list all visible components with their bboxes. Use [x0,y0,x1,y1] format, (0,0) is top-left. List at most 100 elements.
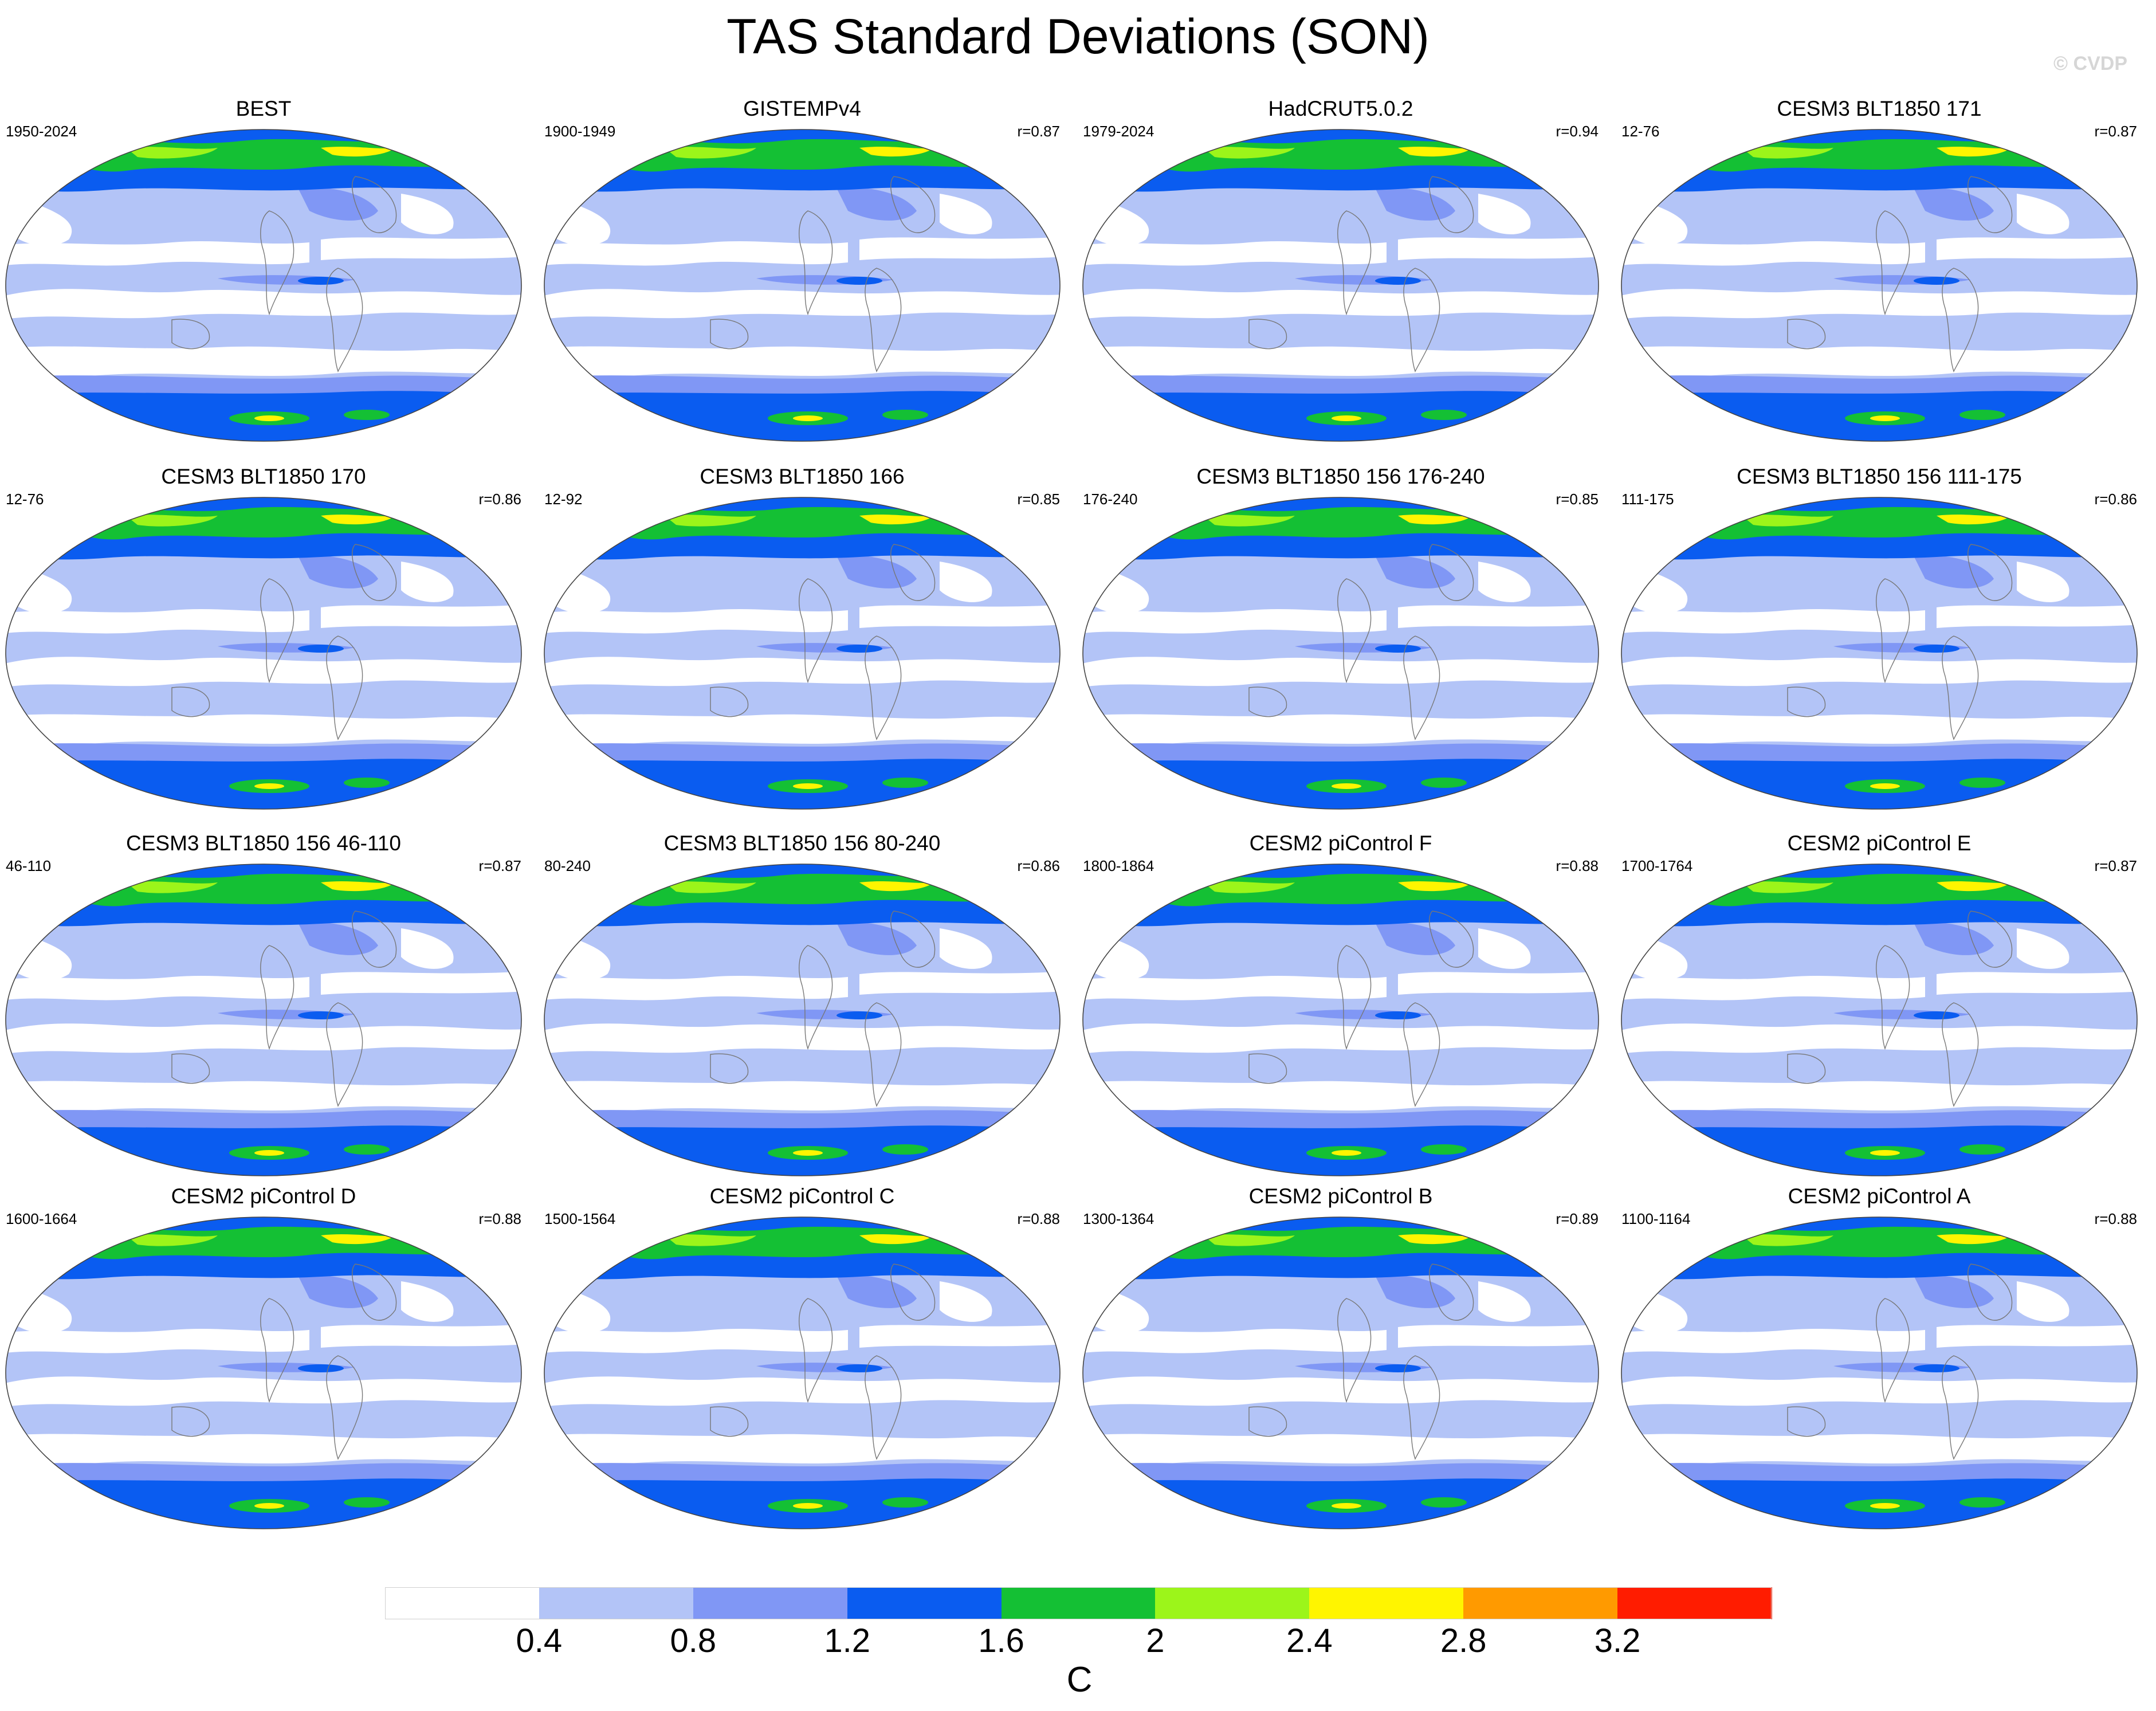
colorbar-tick-label: 0.4 [516,1622,563,1659]
map-panel: CESM3 BLT1850 171 12-76 r=0.87 [1616,96,2143,442]
colorbar-tick-label: 2.4 [1286,1622,1333,1659]
map-panel: CESM3 BLT1850 166 12-92 r=0.85 [539,464,1066,810]
robinson-map [544,497,1061,810]
panel-period: 12-76 [6,490,44,508]
colorbar-segment [1309,1587,1464,1619]
robinson-map [544,864,1061,1176]
panel-period: 1950-2024 [6,123,77,140]
panel-period: 1600-1664 [6,1210,77,1227]
panel-period: 1500-1564 [544,1210,616,1227]
colorbar-unit: C [1066,1660,1093,1700]
panel-correlation: r=0.85 [1556,490,1599,508]
panel-period: 46-110 [6,857,52,874]
panel-correlation: r=0.88 [2094,1210,2137,1227]
panel-title: CESM3 BLT1850 156 176-240 [1196,465,1485,488]
panel-period: 80-240 [544,857,591,874]
colorbar-segment [847,1587,1002,1619]
robinson-map [1621,1216,2138,1529]
map-panel: CESM3 BLT1850 156 176-240 176-240 r=0.85 [1077,464,1604,810]
panel-title: CESM2 piControl A [1788,1184,1971,1208]
panel-correlation: r=0.87 [2094,857,2137,874]
robinson-map [1621,864,2138,1176]
panel-period: 1900-1949 [544,123,616,140]
map-panel: CESM2 piControl C 1500-1564 r=0.88 [539,1184,1066,1529]
map-panel: CESM3 BLT1850 156 111-175 111-175 r=0.86 [1616,464,2143,810]
colorbar-segment [1155,1587,1310,1619]
copyright-watermark: © CVDP [2053,53,2127,74]
panel-title: HadCRUT5.0.2 [1268,97,1413,120]
panel-title: CESM2 piControl F [1249,831,1432,855]
panel-period: 1100-1164 [1621,1210,1691,1227]
panel-correlation: r=0.86 [2094,490,2137,508]
robinson-map [5,497,522,810]
robinson-map [5,864,522,1176]
panel-correlation: r=0.86 [478,490,521,508]
panel-title: CESM3 BLT1850 166 [700,465,905,488]
panel-title: CESM2 piControl C [709,1184,895,1208]
panel-period: 1800-1864 [1083,857,1154,874]
panel-period: 1979-2024 [1083,123,1154,140]
panel-period: 1300-1364 [1083,1210,1154,1227]
robinson-map [1082,129,1599,442]
panel-title: BEST [235,97,292,120]
panel-correlation: r=0.88 [478,1210,521,1227]
robinson-map [1082,1216,1599,1529]
map-panel: CESM3 BLT1850 156 46-110 46-110 r=0.87 [0,831,527,1176]
panel-title: CESM2 piControl E [1787,831,1972,855]
map-panel: BEST 1950-2024 [0,96,527,442]
panel-correlation: r=0.85 [1017,490,1060,508]
map-panel: HadCRUT5.0.2 1979-2024 r=0.94 [1077,96,1604,442]
map-panel: CESM2 piControl E 1700-1764 r=0.87 [1616,831,2143,1176]
colorbar-tick-label: 2 [1146,1622,1165,1659]
panel-period: 12-92 [544,490,583,508]
panel-correlation: r=0.86 [1017,857,1060,874]
panel-period: 176-240 [1083,490,1138,508]
map-panel: CESM2 piControl F 1800-1864 r=0.88 [1077,831,1604,1176]
panel-period: 111-175 [1621,490,1674,508]
map-panel: CESM2 piControl B 1300-1364 r=0.89 [1077,1184,1604,1529]
colorbar-segment [693,1587,848,1619]
panel-correlation: r=0.88 [1556,857,1599,874]
map-panel: CESM3 BLT1850 156 80-240 80-240 r=0.86 [539,831,1066,1176]
colorbar-segment [539,1587,694,1619]
panel-title: GISTEMPv4 [743,97,861,120]
robinson-map [544,1216,1061,1529]
colorbar-tick-label: 0.8 [670,1622,717,1659]
panel-title: CESM3 BLT1850 156 111-175 [1737,465,2022,488]
map-panel: CESM2 piControl A 1100-1164 r=0.88 [1616,1184,2143,1529]
robinson-map [1621,129,2138,442]
panel-period: 1700-1764 [1621,857,1693,874]
colorbar-tick-label: 1.2 [824,1622,870,1659]
robinson-map [544,129,1061,442]
map-panel: CESM3 BLT1850 170 12-76 r=0.86 [0,464,527,810]
robinson-map [1621,497,2138,810]
panel-title: CESM2 piControl D [171,1184,356,1208]
colorbar-segment [1617,1587,1772,1619]
robinson-map [5,1216,522,1529]
panel-title: CESM3 BLT1850 171 [1777,97,1982,120]
robinson-map [1082,864,1599,1176]
figure-title: TAS Standard Deviations (SON) [726,9,1430,64]
map-panel: GISTEMPv4 1900-1949 r=0.87 [539,96,1066,442]
panel-correlation: r=0.94 [1556,123,1599,140]
panel-title: CESM3 BLT1850 156 80-240 [663,831,941,855]
colorbar-segment [1463,1587,1619,1619]
colorbar-segment [1001,1587,1156,1619]
panel-title: CESM2 piControl B [1248,1184,1433,1208]
colorbar-tick-label: 2.8 [1440,1622,1487,1659]
panel-period: 12-76 [1621,123,1660,140]
robinson-map [1082,497,1599,810]
colorbar-tick-label: 3.2 [1594,1622,1641,1659]
panel-correlation: r=0.89 [1556,1210,1599,1227]
robinson-map [5,129,522,442]
colorbar-segment [385,1587,540,1619]
colorbar-tick-label: 1.6 [978,1622,1024,1659]
colorbar [385,1587,1772,1619]
panel-correlation: r=0.87 [1017,123,1060,140]
panel-title: CESM3 BLT1850 156 46-110 [126,831,401,855]
panel-correlation: r=0.87 [478,857,521,874]
panel-correlation: r=0.88 [1017,1210,1060,1227]
map-panel: CESM2 piControl D 1600-1664 r=0.88 [0,1184,527,1529]
panel-title: CESM3 BLT1850 170 [161,465,366,488]
panel-correlation: r=0.87 [2094,123,2137,140]
